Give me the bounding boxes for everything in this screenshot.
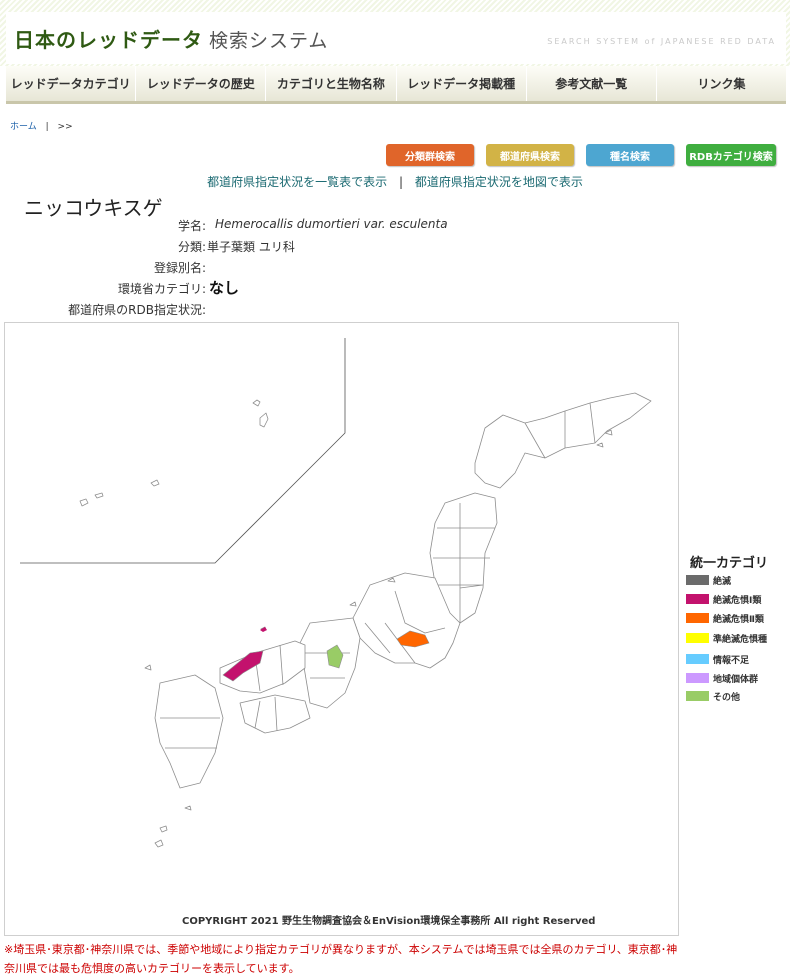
nav-item-category-names[interactable]: カテゴリと生物名称	[266, 66, 397, 101]
site-tagline: SEARCH SYSTEM of JAPANESE RED DATA	[547, 37, 776, 46]
nav-item-references[interactable]: 参考文献一覧	[527, 66, 657, 101]
legend-swatch-icon	[686, 673, 709, 683]
breadcrumb-home-link[interactable]: ホーム	[10, 122, 37, 132]
region-kyushu	[154, 674, 224, 789]
site-title[interactable]: 日本のレッドデータ 検索システム	[14, 24, 328, 53]
classification-value: 単子葉類 ユリ科	[207, 240, 295, 254]
breadcrumb-next: >>	[57, 122, 73, 132]
list-view-link[interactable]: 都道府県指定状況を一覧表で表示	[207, 175, 388, 189]
prefecture-note: ※埼玉県･東京都･神奈川県では、季節や地域により指定カテゴリが異なりますが、本シ…	[4, 943, 678, 975]
island-shape	[349, 601, 357, 607]
prefecture-rdb-status-label: 都道府県のRDB指定状況:	[68, 303, 206, 317]
legend-item-cr-en: 絶滅危惧Ⅰ類	[686, 593, 762, 606]
island-shape	[596, 442, 604, 448]
legend-item-lp: 地域個体群	[686, 672, 759, 685]
legend-item-extinct: 絶滅	[686, 574, 732, 587]
legend-swatch-icon	[686, 633, 709, 643]
island-shape	[259, 412, 269, 428]
legend-swatch-icon	[686, 691, 709, 701]
taxon-search-button[interactable]: 分類群検索	[386, 144, 474, 166]
breadcrumb: ホーム | >>	[10, 119, 73, 132]
shiga-highlight	[326, 644, 344, 669]
legend-item-dd: 情報不足	[686, 653, 750, 666]
legend-item-other: その他	[686, 690, 741, 703]
site-title-main: 日本のレッドデータ	[14, 28, 203, 52]
oki-highlight	[260, 627, 267, 632]
species-search-button[interactable]: 種名検索	[586, 144, 674, 166]
region-hokkaido	[474, 392, 652, 489]
rdb-category-search-button[interactable]: RDBカテゴリ検索	[686, 144, 776, 166]
legend-item-vu: 絶滅危惧Ⅱ類	[686, 612, 764, 625]
map-view-link[interactable]: 都道府県指定状況を地図で表示	[414, 175, 583, 189]
legend-label: 準絶滅危惧種	[713, 634, 768, 645]
scientific-name-label: 学名:	[177, 219, 206, 233]
nav-item-history[interactable]: レッドデータの歴史	[136, 66, 267, 101]
main-nav: レッドデータカテゴリ レッドデータの歴史 カテゴリと生物名称 レッドデータ掲載種…	[6, 66, 786, 104]
island-shape	[604, 429, 613, 436]
legend-swatch-icon	[686, 654, 709, 664]
island-shape	[252, 399, 261, 407]
links-separator: |	[398, 175, 404, 189]
legend-swatch-icon	[686, 575, 709, 585]
shimane-highlight	[222, 650, 264, 682]
region-chugoku	[219, 640, 306, 694]
island-shape	[150, 479, 160, 487]
japan-map-svg	[20, 338, 652, 848]
legend-label: 絶滅	[713, 576, 732, 587]
island-shape	[79, 498, 89, 507]
legend-label: 絶滅危惧Ⅱ類	[713, 614, 764, 625]
island-shape	[184, 805, 192, 811]
prefecture-map	[4, 322, 679, 936]
legend-item-nt: 準絶滅危惧種	[686, 632, 768, 645]
legend-label: 絶滅危惧Ⅰ類	[713, 595, 762, 606]
moe-category-label: 環境省カテゴリ:	[117, 282, 206, 296]
island-shape	[144, 664, 152, 671]
site-title-sub: 検索システム	[209, 30, 329, 52]
alias-label: 登録別名:	[153, 261, 206, 275]
header-bar	[6, 12, 786, 64]
nav-item-listed-species[interactable]: レッドデータ掲載種	[397, 66, 527, 101]
legend-title: 統一カテゴリ	[690, 556, 769, 571]
legend-label: 地域個体群	[713, 674, 759, 685]
breadcrumb-separator: |	[45, 122, 49, 132]
site-header: 日本のレッドデータ 検索システム SEARCH SYSTEM of JAPANES…	[0, 0, 790, 66]
legend-swatch-icon	[686, 613, 709, 623]
nav-item-links[interactable]: リンク集	[697, 77, 746, 91]
prefecture-search-button[interactable]: 都道府県検索	[486, 144, 574, 166]
scientific-name-value: Hemerocallis dumortieri var. esculenta	[215, 217, 448, 231]
okinawa-inset-frame	[20, 338, 346, 564]
region-kanto-chubu	[352, 572, 461, 669]
moe-category-value: なし	[209, 279, 240, 297]
kanto-highlight	[396, 630, 430, 648]
region-shikoku	[239, 694, 311, 734]
species-name: ニッコウキスゲ	[24, 196, 163, 220]
island-shape	[387, 577, 396, 583]
classification-label: 分類:	[177, 240, 206, 254]
nav-item-redlist-category[interactable]: レッドデータカテゴリ	[6, 66, 137, 101]
legend-label: その他	[713, 692, 741, 703]
island-shape	[159, 825, 168, 833]
island-shape	[94, 492, 104, 499]
legend-label: 情報不足	[713, 655, 750, 666]
island-shape	[154, 839, 164, 848]
view-links: 都道府県指定状況を一覧表で表示 | 都道府県指定状況を地図で表示	[0, 173, 790, 190]
map-copyright: COPYRIGHT 2021 野生生物調査協会＆EnVision環境保全事務所 …	[182, 916, 596, 927]
legend-swatch-icon	[686, 594, 709, 604]
